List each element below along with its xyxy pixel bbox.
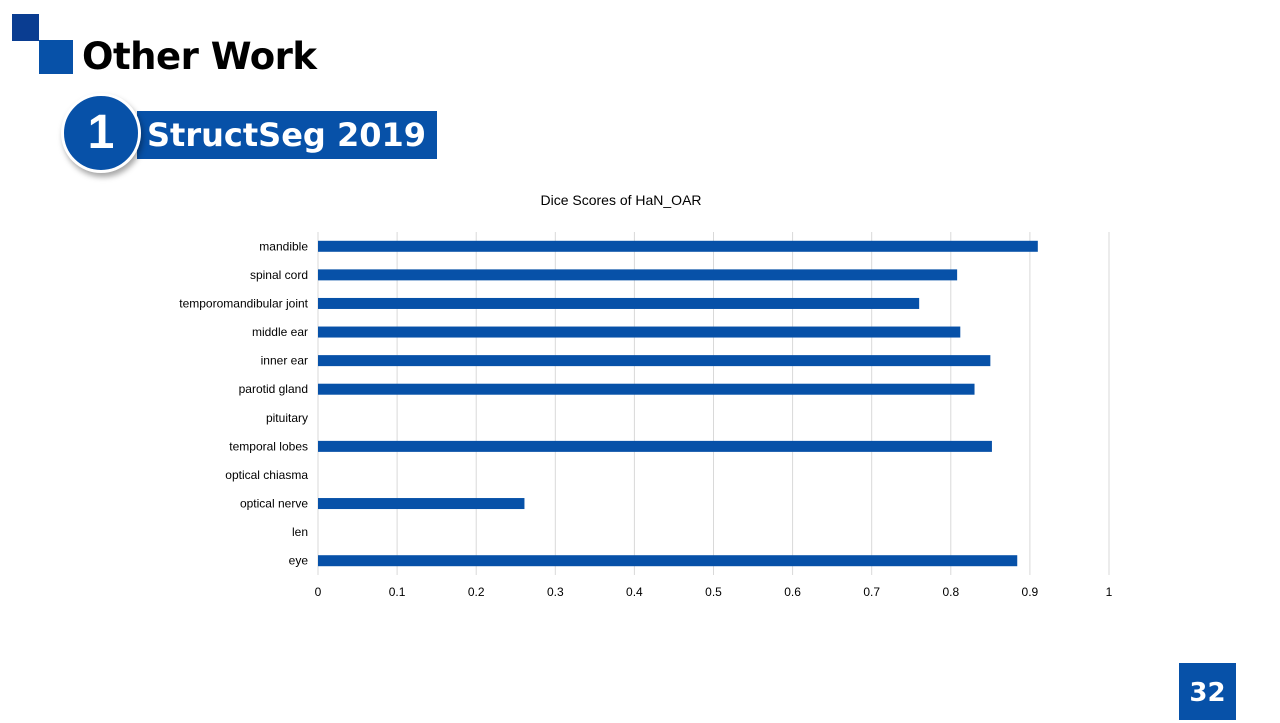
bar-spinal-cord <box>318 269 958 281</box>
x-tick-label: 0.8 <box>942 585 959 599</box>
bar-eye <box>318 555 1018 567</box>
chart-x-tick-labels: 0 0.1 0.2 0.3 0.4 0.5 0.6 0.7 0.8 0.9 1 <box>315 585 1113 599</box>
bar-inner-ear <box>318 355 991 367</box>
x-tick-label: 0.7 <box>863 585 880 599</box>
x-tick-label: 0.5 <box>705 585 722 599</box>
section-number-circle <box>61 93 141 173</box>
category-label: parotid gland <box>239 382 308 396</box>
chart-bars <box>318 240 1038 567</box>
chart-title: Dice Scores of HaN_OAR <box>540 192 701 208</box>
x-tick-label: 0.2 <box>468 585 485 599</box>
category-label: temporal lobes <box>229 439 308 453</box>
logo-square-dark <box>12 14 39 41</box>
x-tick-label: 0.1 <box>389 585 406 599</box>
x-tick-label: 0.6 <box>784 585 801 599</box>
chart-category-labels: mandible spinal cord temporomandibular joi… <box>179 239 308 567</box>
section-title: StructSeg 2019 <box>147 116 427 154</box>
category-label: eye <box>289 554 309 568</box>
category-label: spinal cord <box>250 268 308 282</box>
x-tick-label: 0.3 <box>547 585 564 599</box>
category-label: len <box>292 525 308 539</box>
category-label: pituitary <box>266 411 308 425</box>
x-tick-label: 0.4 <box>626 585 643 599</box>
bar-parotid-gland <box>318 383 975 395</box>
category-label: temporomandibular joint <box>179 296 308 310</box>
category-label: inner ear <box>261 354 308 368</box>
category-label: optical nerve <box>240 497 308 511</box>
bar-middle-ear <box>318 326 961 338</box>
logo-square <box>39 40 73 74</box>
bar-temporal-lobes <box>318 440 992 452</box>
page-title: Other Work <box>82 35 317 78</box>
category-label: optical chiasma <box>225 468 308 482</box>
x-tick-label: 1 <box>1106 585 1113 599</box>
x-tick-label: 0.9 <box>1022 585 1039 599</box>
page-number-box <box>1179 663 1236 720</box>
section-number: 1 <box>87 106 115 159</box>
page-number: 32 <box>1189 678 1226 708</box>
bar-mandible <box>318 240 1038 252</box>
bar-optical-nerve <box>318 498 525 510</box>
section-banner <box>137 111 437 159</box>
x-tick-label: 0 <box>315 585 322 599</box>
category-label: middle ear <box>252 325 308 339</box>
category-label: mandible <box>259 239 308 253</box>
bar-temporomandibular-joint <box>318 297 920 309</box>
chart-gridlines <box>317 232 1110 575</box>
